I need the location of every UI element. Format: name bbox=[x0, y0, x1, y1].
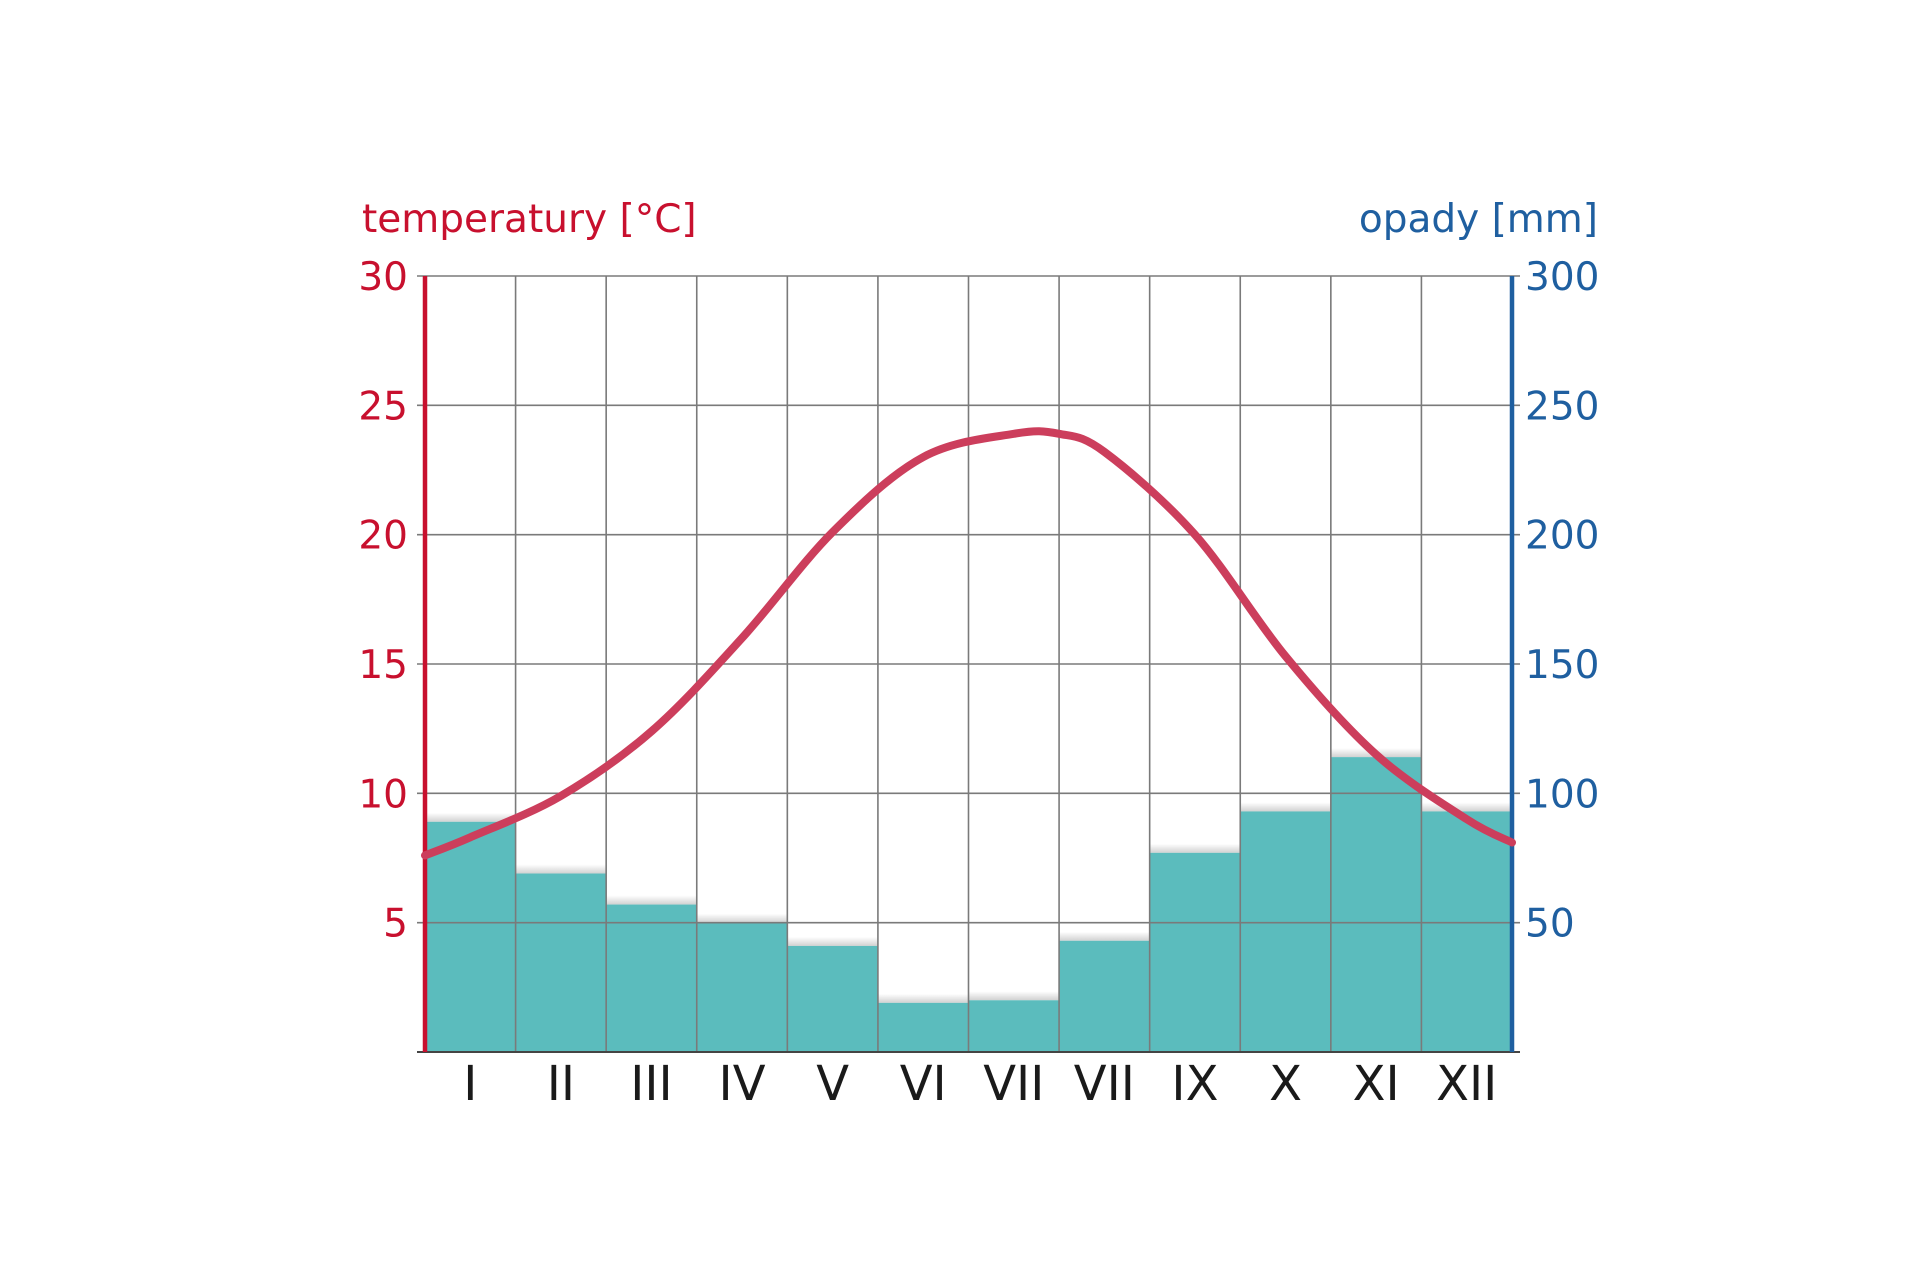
axes bbox=[417, 276, 1520, 1053]
bar-shadow bbox=[425, 812, 516, 822]
precipitation-bar bbox=[1149, 852, 1241, 1052]
temperature-line-group bbox=[421, 427, 1516, 860]
left-tick-label: 30 bbox=[358, 255, 408, 300]
month-label: I bbox=[463, 1056, 477, 1112]
precipitation-bars bbox=[425, 748, 1512, 1052]
month-label: II bbox=[547, 1056, 575, 1112]
month-label: XI bbox=[1353, 1056, 1400, 1112]
right-tick-label: 50 bbox=[1525, 902, 1575, 947]
precipitation-bar bbox=[606, 904, 697, 1052]
bar-shadow bbox=[515, 864, 607, 874]
precipitation-bar bbox=[515, 873, 607, 1052]
right-tick-label: 250 bbox=[1525, 384, 1599, 429]
right-tick-label: 150 bbox=[1525, 643, 1599, 688]
month-label: IV bbox=[719, 1056, 766, 1112]
bar-shadow bbox=[1421, 802, 1512, 812]
precipitation-bar bbox=[696, 922, 788, 1052]
month-label: VI bbox=[900, 1056, 947, 1112]
month-label: IX bbox=[1171, 1056, 1218, 1112]
bar-shadow bbox=[606, 895, 697, 905]
precipitation-bar bbox=[1240, 811, 1331, 1052]
bar-shadow bbox=[1240, 802, 1331, 812]
month-label: VII bbox=[1074, 1056, 1135, 1112]
right-tick-label: 200 bbox=[1525, 514, 1599, 559]
precipitation-bar bbox=[1330, 757, 1422, 1052]
grid bbox=[417, 275, 1520, 1052]
bar-shadow bbox=[968, 991, 1060, 1001]
left-tick-label: 20 bbox=[358, 514, 408, 559]
left-tick-label: 10 bbox=[358, 772, 408, 817]
month-label: VII bbox=[983, 1056, 1044, 1112]
month-label: III bbox=[630, 1056, 672, 1112]
chart-labels: temperatury [°C] opady [mm] 5 10 15 20 25 30 5… bbox=[358, 197, 1599, 1112]
bar-shadow bbox=[1059, 931, 1150, 941]
left-tick-label: 15 bbox=[358, 643, 408, 688]
month-label: X bbox=[1269, 1056, 1302, 1112]
bar-shadow bbox=[1149, 843, 1241, 853]
precipitation-bar bbox=[425, 821, 516, 1052]
right-tick-label: 300 bbox=[1525, 255, 1599, 300]
month-label: XII bbox=[1436, 1056, 1497, 1112]
bar-shadow bbox=[696, 913, 788, 923]
left-tick-label: 25 bbox=[358, 384, 408, 429]
month-label: V bbox=[816, 1056, 849, 1112]
precipitation-bar bbox=[877, 1002, 969, 1052]
bar-shadow bbox=[787, 936, 878, 946]
right-tick-label: 100 bbox=[1525, 772, 1599, 817]
right-axis-title: opady [mm] bbox=[1359, 197, 1598, 242]
left-tick-label: 5 bbox=[383, 902, 408, 947]
precipitation-bar bbox=[1059, 940, 1150, 1052]
bar-shadow bbox=[877, 993, 969, 1003]
precipitation-bar bbox=[968, 1000, 1060, 1052]
precipitation-bar bbox=[787, 945, 878, 1052]
precipitation-bar bbox=[1421, 811, 1512, 1052]
left-axis-title: temperatury [°C] bbox=[362, 197, 697, 242]
temperature-line bbox=[421, 427, 1516, 860]
